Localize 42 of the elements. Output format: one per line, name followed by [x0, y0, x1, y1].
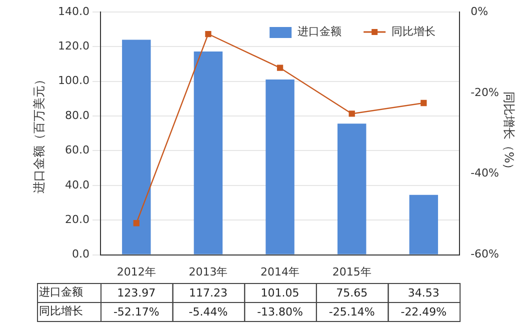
- point: [420, 100, 427, 106]
- legend-label: 同比增长: [392, 24, 436, 38]
- x-tick-label: 2012年: [116, 265, 156, 278]
- point: [205, 30, 212, 38]
- x-tick-label: 2014年: [260, 265, 300, 278]
- data-label: 101.05: [260, 286, 300, 300]
- data-label: -25.14%: [328, 305, 375, 318]
- bar: [337, 124, 366, 254]
- y-tick-label: 0.0: [72, 248, 90, 261]
- data-label: 123.97: [117, 286, 156, 300]
- bar: [122, 40, 151, 254]
- x-tick-label: 2013年: [188, 265, 228, 278]
- data-label: 34.53: [408, 286, 440, 300]
- bar: [266, 80, 294, 254]
- legend-label: 进口金额: [298, 24, 342, 38]
- text: 进口金额: [39, 285, 83, 298]
- y2-tick-label: -20%: [470, 86, 500, 99]
- data-label: -52.17%: [113, 305, 160, 318]
- bar: [409, 194, 438, 254]
- bar: [194, 51, 223, 254]
- y2-tick-label: -60%: [470, 248, 500, 261]
- y-tick-label: 60.0: [64, 144, 90, 157]
- point: [348, 110, 355, 117]
- y2-tick-label: 0%: [470, 4, 488, 18]
- text: 同比增长: [39, 304, 83, 318]
- x-tick-label: 2015年: [332, 265, 372, 278]
- data-label: 75.65: [336, 286, 368, 300]
- point: [133, 220, 140, 226]
- y-tick-label: 120.0: [58, 40, 90, 53]
- y-tick-label: 100.0: [58, 74, 90, 88]
- y-tick-label: 20.0: [64, 212, 90, 226]
- y-axis-title: 进口金额（百万美元）: [32, 73, 46, 194]
- y2-tick-label: -40%: [470, 166, 500, 180]
- y-tick-label: 80.0: [64, 108, 90, 122]
- point: [276, 64, 284, 71]
- y2-axis-title: 同比增长（%）: [502, 92, 516, 176]
- data-label: -22.49%: [400, 305, 447, 318]
- data-label: -13.80%: [257, 305, 303, 318]
- data-label: -5.44%: [188, 305, 228, 318]
- data-label: 117.23: [188, 286, 228, 300]
- y-tick-label: 140.0: [58, 4, 90, 18]
- y-tick-label: 40.0: [64, 178, 90, 192]
